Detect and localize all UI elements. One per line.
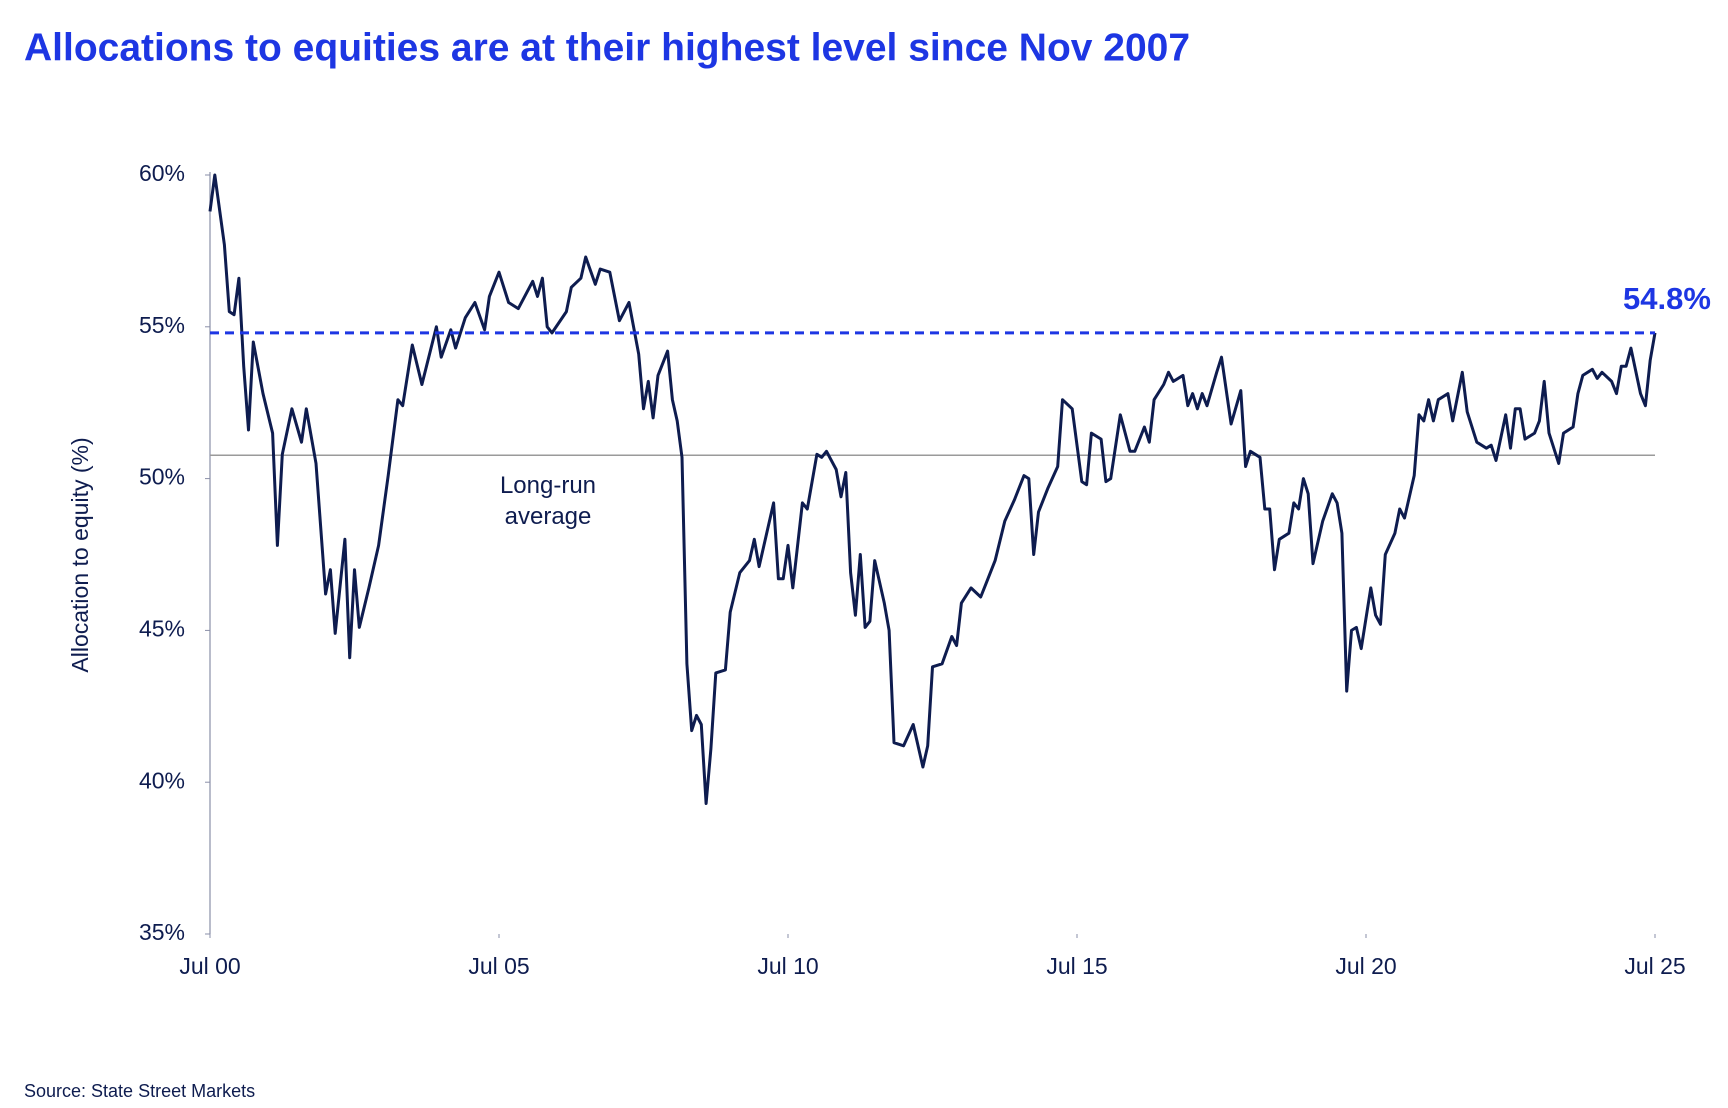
y-tick-label: 45% — [139, 615, 185, 641]
average-label: Long-run average — [499, 472, 597, 530]
x-tick-label: Jul 15 — [1046, 953, 1107, 979]
y-axis-label: Allocation to equity (%) — [67, 437, 93, 672]
y-tick-label: 35% — [139, 919, 185, 945]
source: Source: State Street Markets — [24, 1081, 255, 1101]
chart-title: Allocations to equities are at their hig… — [24, 26, 1190, 69]
x-tick-label: Jul 20 — [1335, 953, 1396, 979]
y-tick-label: 60% — [139, 160, 185, 186]
x-tick-label: Jul 05 — [468, 953, 529, 979]
y-tick-label: 40% — [139, 767, 185, 793]
y-tick-label: 50% — [139, 464, 185, 490]
y-tick-label: 55% — [139, 312, 185, 338]
x-tick-label: Jul 00 — [179, 953, 240, 979]
data-line — [208, 173, 1657, 805]
x-tick-label: Jul 25 — [1624, 953, 1685, 979]
latest-label: 54.8% — [1623, 281, 1711, 316]
x-tick-label: Jul 10 — [757, 953, 818, 979]
